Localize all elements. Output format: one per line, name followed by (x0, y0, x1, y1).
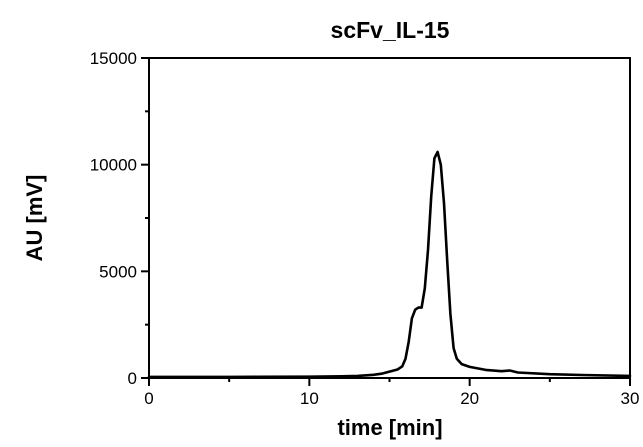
x-tick-label: 0 (144, 389, 153, 408)
plot-frame (148, 57, 631, 379)
x-axis-ticks: 0 10 20 30 (144, 378, 639, 408)
x-tick-label: 10 (300, 389, 319, 408)
y-tick-label: 10000 (90, 156, 137, 175)
y-tick-label: 5000 (99, 262, 137, 281)
y-tick-label: 15000 (90, 49, 137, 68)
y-axis-ticks: 0 5000 10000 15000 (90, 49, 149, 388)
series-layer (147, 150, 632, 379)
x-tick-label: 30 (621, 389, 640, 408)
series-line-0 (147, 150, 632, 379)
x-tick-label: 20 (460, 389, 479, 408)
x-axis-label: time [min] (337, 415, 442, 440)
y-axis-label: AU [mV] (22, 175, 47, 262)
y-tick-label: 0 (128, 369, 137, 388)
chart-title: scFv_IL-15 (331, 17, 450, 43)
